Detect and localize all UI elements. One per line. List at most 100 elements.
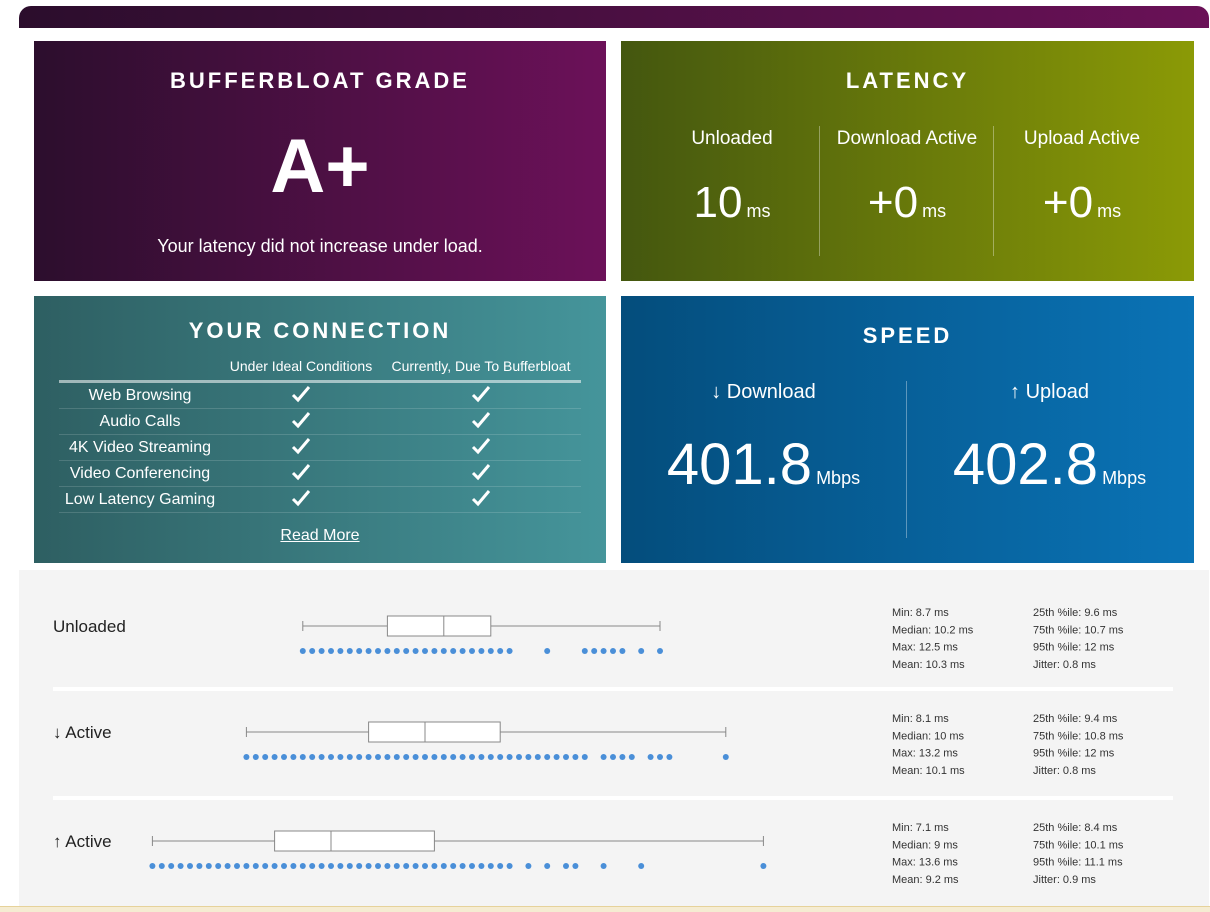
value: +0 (1042, 178, 1094, 227)
use-case: 4K Video Streaming (68, 439, 211, 456)
stat-unit: ms (1103, 822, 1118, 834)
stat-unit: ms (1103, 607, 1118, 619)
sample-dot (459, 863, 466, 869)
sample-dot (299, 648, 306, 654)
stat-label: Jitter: (1033, 765, 1060, 777)
sample-dot (506, 863, 513, 869)
sample-dot (591, 648, 598, 654)
stat-label: Median: (892, 730, 931, 742)
stat-label: Min: (892, 822, 913, 834)
stat: 75th %ile: 10.7 ms (1033, 624, 1124, 636)
sample-dot (478, 648, 485, 654)
stat: Min: 8.7 ms (892, 607, 949, 619)
stat-value: 13.2 (919, 748, 940, 760)
stat-label: Min: (892, 713, 913, 725)
sample-dot (346, 648, 353, 654)
check-mark (471, 386, 491, 403)
sample-dot (478, 863, 485, 869)
sample-dot (281, 754, 287, 760)
sample-dot (196, 863, 203, 869)
sample-dot (497, 648, 504, 654)
stat-unit: ms (949, 730, 964, 742)
sample-dot (375, 863, 381, 869)
stat-value: 9.4 (1084, 713, 1099, 725)
sample-dot (384, 863, 391, 869)
speed-column: ↑ Upload 402.8 Mbps (907, 381, 1192, 531)
sample-dot (346, 863, 353, 869)
sample-dot (356, 648, 363, 654)
sample-dot (243, 754, 250, 760)
card-title: BUFFERBLOAT GRADE (170, 68, 470, 93)
latency-value: +0 ms (995, 178, 1169, 228)
sample-dot (487, 648, 494, 654)
check-icon (471, 438, 491, 455)
sample-dot (149, 863, 156, 869)
connection-row: Video Conferencing (59, 461, 581, 487)
check-mark (291, 412, 311, 429)
value: +0 (867, 178, 919, 227)
sample-dot (403, 648, 410, 654)
stat: Min: 7.1 ms (892, 822, 949, 834)
stat-value: 12.5 (919, 642, 940, 654)
stat-value: 0.8 (1063, 765, 1078, 777)
status-cell (381, 463, 581, 486)
stat-value: 10.8 (1084, 730, 1105, 742)
sample-dot (328, 754, 334, 760)
connection-card: YOUR CONNECTION Under Ideal Conditions C… (34, 296, 606, 563)
check-icon (471, 386, 491, 403)
sample-dot (431, 648, 438, 654)
latency-label: Upload Active (1023, 128, 1141, 149)
sample-dot (431, 863, 438, 869)
sample-dot (431, 754, 438, 760)
stat: Median: 10 ms (892, 730, 965, 742)
stat-label: 95th %ile: (1033, 642, 1081, 654)
stat-unit: ms (934, 713, 949, 725)
sample-dot (412, 754, 419, 760)
stat-unit: ms (943, 642, 958, 654)
stat-label: Jitter: (1033, 659, 1060, 671)
sample-dot (544, 648, 551, 654)
divider (993, 126, 994, 256)
stat: Max: 12.5 ms (892, 642, 958, 654)
latency-card: LATENCY Unloaded 10 ms Download Active +0… (621, 41, 1194, 281)
sample-dot (365, 863, 372, 869)
check-icon (471, 490, 491, 507)
stat: 25th %ile: 8.4 ms (1033, 822, 1118, 834)
sample-dot (497, 863, 504, 869)
check-icon (471, 412, 491, 429)
check-mark (471, 412, 491, 429)
sample-dot (572, 754, 579, 760)
stat-label: Min: (892, 607, 913, 619)
value: 10 (693, 178, 743, 227)
stat: 25th %ile: 9.4 ms (1033, 713, 1118, 725)
stat-label: 75th %ile: (1033, 624, 1081, 636)
box (386, 615, 492, 637)
row-label: ↑ Active (53, 832, 112, 851)
sample-dot (412, 648, 419, 654)
stat-value: 0.8 (1063, 659, 1078, 671)
sample-dot (506, 754, 513, 760)
stat-unit: ms (1081, 765, 1096, 777)
read-more-link[interactable]: Read More (280, 527, 360, 544)
sample-dot (365, 648, 372, 654)
check-mark (471, 464, 491, 481)
stat-value: 10.2 (934, 624, 955, 636)
stat-value: 10.1 (926, 765, 947, 777)
sample-dot (187, 863, 193, 869)
sample-dot (469, 754, 475, 760)
sample-dot (309, 863, 316, 869)
check-mark (471, 438, 491, 455)
connection-row: 4K Video Streaming (59, 435, 581, 461)
status-cell (221, 463, 381, 486)
stat-label: 25th %ile: (1033, 607, 1081, 619)
sample-dot (459, 754, 466, 760)
stat-label: Max: (892, 748, 916, 760)
status-cell (221, 411, 381, 434)
card-title: SPEED (862, 323, 953, 348)
sample-dot (290, 863, 297, 869)
stat: Min: 8.1 ms (892, 713, 949, 725)
grade-description: Your latency did not increase under load… (157, 236, 483, 256)
stat-unit: ms (1081, 874, 1096, 886)
sample-dot (619, 754, 626, 760)
